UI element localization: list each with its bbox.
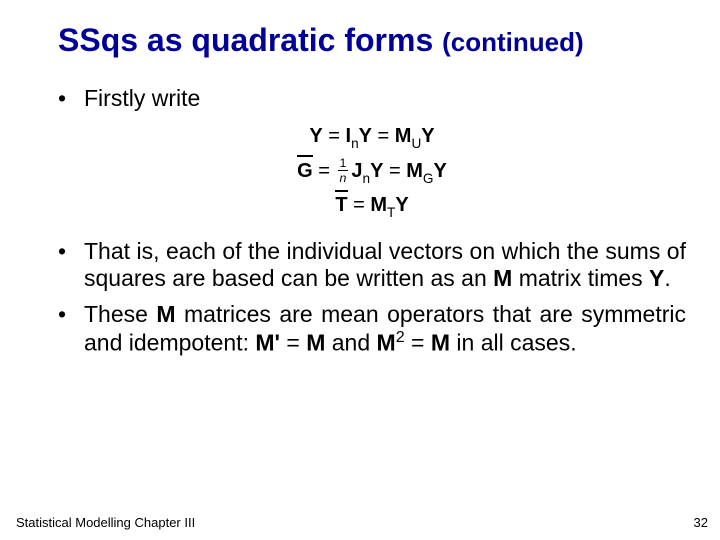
page-number: 32: [694, 515, 708, 530]
eq-Tsub: T: [387, 205, 395, 220]
bullet-3-Mprime: M': [255, 330, 280, 356]
bullet-list: Firstly write: [58, 85, 686, 113]
eq-Gbar: G: [297, 155, 313, 188]
eq-MG: M: [406, 160, 423, 182]
eq-eq3a: =: [348, 194, 371, 216]
eq-frac: 1n: [338, 157, 349, 185]
eq-MTa: M: [370, 194, 387, 216]
bullet-2-Y: Y: [649, 265, 664, 291]
bullet-3-text-1: These: [84, 301, 156, 327]
eq-n1: n: [351, 136, 359, 151]
eq-Y3: Y: [395, 194, 408, 216]
bullet-3-M4: M: [431, 330, 450, 356]
eq-eq2b: =: [383, 160, 406, 182]
eq-n2: n: [363, 171, 371, 186]
bullet-1: Firstly write: [58, 85, 686, 113]
eq-Y1b: Y: [359, 125, 372, 147]
eq-Gsub: G: [423, 171, 434, 186]
bullet-3-and: and: [325, 330, 376, 356]
bullet-3-eq2: =: [405, 330, 431, 356]
bullet-3-M1: M: [156, 301, 175, 327]
equation-row-1: Y = InY = MUY: [58, 120, 686, 154]
eq-MU: M: [395, 125, 412, 147]
slide: SSqs as quadratic forms (continued) Firs…: [0, 0, 720, 540]
eq-J: J: [351, 160, 362, 182]
equation-block: Y = InY = MUY G = 1nJnY = MGY T = MTY: [58, 120, 686, 223]
bullet-2-text-3: .: [664, 265, 670, 291]
eq-eq2a: =: [313, 160, 336, 182]
title-main: SSqs as quadratic forms: [58, 22, 442, 58]
bullet-list-2: That is, each of the individual vectors …: [58, 238, 686, 358]
eq-Y2c: Y: [434, 160, 447, 182]
bullet-3-sq: 2: [396, 328, 405, 346]
bullet-3-text-3: in all cases.: [450, 330, 577, 356]
bullet-3-M3: M: [377, 330, 396, 356]
eq-Y1c: Y: [421, 125, 434, 147]
bullet-3-M2: M: [306, 330, 325, 356]
footer-text: Statistical Modelling Chapter III: [16, 515, 195, 530]
bullet-3: These M matrices are mean operators that…: [58, 301, 686, 358]
eq-Y2b: Y: [370, 160, 383, 182]
eq-Usub: U: [411, 136, 421, 151]
slide-title: SSqs as quadratic forms (continued): [58, 22, 686, 59]
eq-eq1a: =: [323, 125, 346, 147]
eq-Y: Y: [309, 125, 322, 147]
equation-row-2: G = 1nJnY = MGY: [58, 155, 686, 189]
bullet-1-text: Firstly write: [84, 85, 200, 111]
eq-eq1b: =: [372, 125, 395, 147]
eq-Tbar: T: [335, 189, 347, 222]
eq-frac-num: 1: [338, 157, 349, 171]
bullet-3-eq1: =: [280, 330, 306, 356]
equation-row-3: T = MTY: [58, 189, 686, 223]
bullet-2: That is, each of the individual vectors …: [58, 238, 686, 293]
bullet-2-text-2: matrix times: [512, 265, 649, 291]
title-continued: (continued): [442, 27, 584, 57]
eq-frac-den: n: [338, 171, 349, 184]
bullet-2-M: M: [493, 265, 512, 291]
